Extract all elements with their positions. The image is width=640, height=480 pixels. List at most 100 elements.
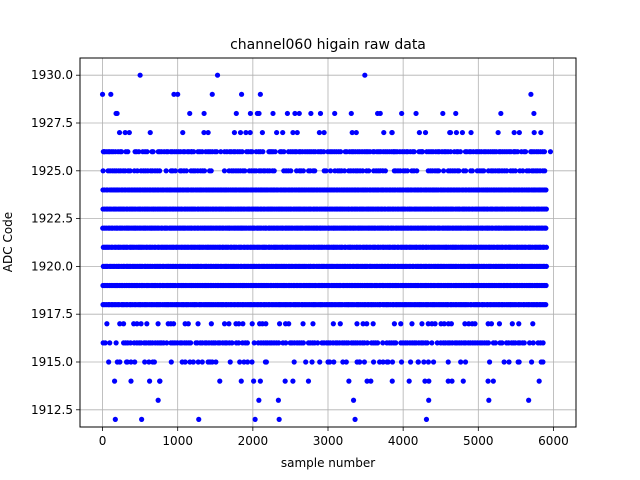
x-tick-label: 5000 bbox=[463, 434, 494, 448]
data-point bbox=[466, 321, 472, 327]
data-point bbox=[528, 359, 535, 365]
data-point bbox=[425, 321, 431, 327]
data-point bbox=[300, 340, 306, 346]
x-tick-label: 0 bbox=[99, 434, 107, 448]
data-point bbox=[209, 91, 215, 97]
data-point bbox=[445, 359, 451, 365]
data-point bbox=[243, 129, 249, 136]
data-point bbox=[501, 359, 507, 365]
data-point bbox=[214, 72, 221, 78]
data-point bbox=[236, 340, 242, 346]
data-point bbox=[272, 149, 278, 155]
data-point bbox=[125, 149, 131, 155]
data-point bbox=[360, 168, 366, 174]
data-point bbox=[108, 91, 114, 97]
data-point bbox=[190, 359, 196, 365]
data-point bbox=[409, 321, 415, 327]
data-point bbox=[516, 321, 522, 327]
data-point bbox=[196, 416, 202, 422]
data-point bbox=[102, 340, 108, 346]
data-point bbox=[171, 91, 177, 97]
data-point bbox=[459, 129, 466, 136]
data-point bbox=[283, 340, 289, 346]
data-point bbox=[227, 359, 233, 365]
data-point bbox=[229, 340, 235, 346]
data-point bbox=[118, 149, 125, 155]
data-point bbox=[486, 397, 492, 403]
chart-title: channel060 higain raw data bbox=[230, 37, 426, 53]
data-point bbox=[463, 168, 469, 174]
data-point bbox=[407, 359, 414, 365]
data-point bbox=[233, 110, 239, 117]
data-point bbox=[128, 359, 134, 365]
data-point bbox=[382, 168, 388, 174]
data-point bbox=[543, 225, 549, 231]
data-point bbox=[364, 321, 370, 327]
data-point bbox=[432, 321, 438, 327]
data-point bbox=[263, 359, 269, 365]
data-point bbox=[137, 72, 143, 78]
data-point bbox=[303, 359, 309, 365]
data-point bbox=[530, 321, 536, 327]
data-point bbox=[512, 168, 518, 174]
data-point bbox=[375, 110, 381, 117]
data-point bbox=[530, 340, 536, 346]
data-point bbox=[389, 129, 395, 136]
data-point bbox=[445, 378, 451, 384]
data-point bbox=[370, 149, 376, 155]
data-point bbox=[249, 149, 255, 155]
data-point bbox=[375, 340, 381, 346]
data-point bbox=[430, 359, 437, 365]
data-point bbox=[327, 168, 334, 174]
data-point bbox=[543, 206, 549, 212]
y-axis-label: ADC Code bbox=[1, 212, 15, 272]
data-point bbox=[180, 129, 186, 136]
data-point bbox=[338, 149, 344, 155]
data-point bbox=[242, 168, 248, 174]
data-point bbox=[421, 359, 427, 365]
data-point bbox=[117, 359, 123, 365]
data-point bbox=[172, 168, 178, 174]
data-point bbox=[290, 129, 296, 136]
data-point bbox=[241, 359, 247, 365]
data-point bbox=[440, 110, 446, 117]
data-point bbox=[485, 378, 491, 384]
y-tick-label: 1925.0 bbox=[31, 164, 73, 178]
data-point bbox=[526, 397, 532, 403]
data-point bbox=[147, 129, 153, 136]
data-point bbox=[155, 397, 161, 403]
data-point bbox=[201, 129, 207, 136]
data-point bbox=[308, 110, 314, 117]
y-tick-label: 1930.0 bbox=[31, 68, 73, 82]
data-point bbox=[429, 340, 435, 346]
data-point bbox=[247, 129, 253, 136]
data-point bbox=[472, 321, 478, 327]
data-point bbox=[316, 129, 323, 136]
data-point bbox=[111, 378, 118, 384]
data-point bbox=[448, 149, 454, 155]
data-point bbox=[238, 91, 245, 97]
data-point bbox=[127, 168, 133, 174]
data-point bbox=[315, 340, 321, 346]
data-point bbox=[499, 340, 505, 346]
data-point bbox=[404, 168, 411, 174]
data-point bbox=[249, 359, 255, 365]
data-point bbox=[541, 149, 548, 155]
y-tick-label: 1917.5 bbox=[31, 307, 73, 321]
x-axis-ticks: 0 1000 2000 3000 4000 5000 6000 bbox=[99, 427, 569, 448]
data-point bbox=[294, 129, 300, 136]
data-point bbox=[113, 340, 119, 346]
data-point bbox=[411, 149, 417, 155]
data-point bbox=[346, 378, 352, 384]
data-point bbox=[138, 321, 144, 327]
data-point bbox=[310, 321, 316, 327]
data-point bbox=[547, 149, 554, 155]
data-point bbox=[99, 91, 106, 97]
data-point bbox=[492, 340, 499, 346]
data-point bbox=[469, 168, 475, 174]
data-point bbox=[399, 110, 405, 117]
data-point bbox=[398, 321, 404, 327]
data-point bbox=[113, 110, 119, 117]
data-point bbox=[134, 168, 140, 174]
data-point bbox=[201, 110, 207, 117]
